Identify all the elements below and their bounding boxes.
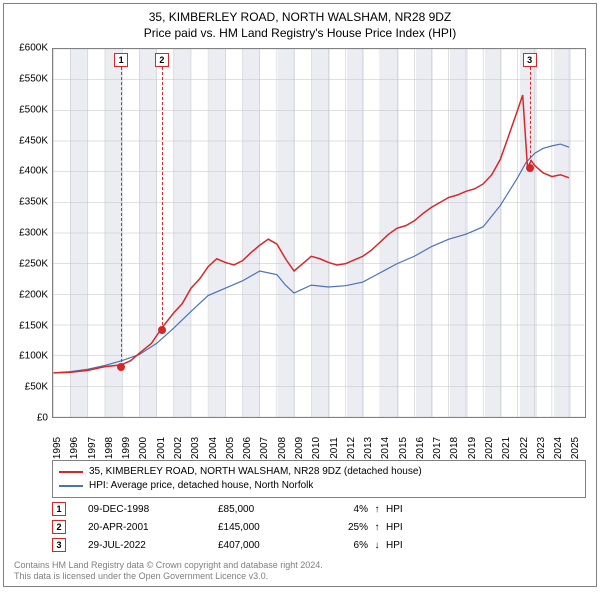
x-tick-label: 2008 bbox=[277, 437, 288, 459]
y-tick-label: £200K bbox=[19, 289, 48, 300]
sale-row-date: 29-JUL-2022 bbox=[88, 540, 218, 551]
x-tick-label: 1996 bbox=[69, 437, 80, 459]
x-tick-label: 2023 bbox=[536, 437, 547, 459]
y-tick-label: £50K bbox=[25, 382, 48, 393]
sale-row-pct: 4% bbox=[318, 504, 368, 515]
y-tick-label: £0 bbox=[37, 413, 48, 424]
sale-row-hpi-label: HPI bbox=[386, 540, 403, 551]
y-tick-label: £450K bbox=[19, 135, 48, 146]
x-tick-label: 2004 bbox=[208, 437, 219, 459]
plot-area: 1 2 3 bbox=[52, 48, 586, 418]
footer-line2: This data is licensed under the Open Gov… bbox=[14, 571, 323, 582]
sale-row-price: £145,000 bbox=[218, 522, 318, 533]
x-tick-label: 2019 bbox=[467, 437, 478, 459]
x-tick-label: 1998 bbox=[104, 437, 115, 459]
sales-table: 109-DEC-1998£85,0004%↑HPI220-APR-2001£14… bbox=[52, 500, 586, 554]
y-tick-label: £150K bbox=[19, 320, 48, 331]
chart-container: 35, KIMBERLEY ROAD, NORTH WALSHAM, NR28 … bbox=[3, 3, 597, 587]
x-tick-label: 2024 bbox=[553, 437, 564, 459]
x-tick-label: 2009 bbox=[294, 437, 305, 459]
y-tick-label: £100K bbox=[19, 351, 48, 362]
x-tick-label: 2001 bbox=[156, 437, 167, 459]
x-tick-label: 2011 bbox=[329, 437, 340, 459]
sale-row-num: 1 bbox=[52, 502, 66, 516]
sale-marker-line bbox=[162, 67, 163, 330]
x-tick-label: 2010 bbox=[311, 437, 322, 459]
data-lines bbox=[53, 49, 585, 417]
legend-row-hpi: HPI: Average price, detached house, Nort… bbox=[59, 479, 579, 493]
x-tick-label: 2021 bbox=[501, 437, 512, 459]
x-tick-label: 2007 bbox=[259, 437, 270, 459]
sale-row: 2 20-APR-2001£145,00025%↑HPI bbox=[52, 518, 586, 536]
footer-line1: Contains HM Land Registry data © Crown c… bbox=[14, 560, 323, 571]
legend-swatch-property bbox=[59, 471, 83, 473]
y-tick-label: £400K bbox=[19, 166, 48, 177]
title-block: 35, KIMBERLEY ROAD, NORTH WALSHAM, NR28 … bbox=[4, 4, 596, 42]
y-tick-label: £550K bbox=[19, 73, 48, 84]
sale-row-arrow-icon: ↑ bbox=[368, 504, 386, 515]
x-tick-label: 2018 bbox=[449, 437, 460, 459]
x-tick-label: 2020 bbox=[484, 437, 495, 459]
x-tick-label: 2012 bbox=[346, 437, 357, 459]
sale-row-hpi-label: HPI bbox=[386, 504, 403, 515]
footer: Contains HM Land Registry data © Crown c… bbox=[14, 560, 323, 582]
sale-row-num: 3 bbox=[52, 538, 66, 552]
legend-label-hpi: HPI: Average price, detached house, Nort… bbox=[89, 479, 313, 493]
legend-row-property: 35, KIMBERLEY ROAD, NORTH WALSHAM, NR28 … bbox=[59, 465, 579, 479]
sale-point-dot bbox=[117, 363, 125, 371]
x-tick-label: 1997 bbox=[87, 437, 98, 459]
y-tick-label: £300K bbox=[19, 228, 48, 239]
sale-marker-line bbox=[530, 67, 531, 168]
x-tick-label: 1995 bbox=[52, 437, 63, 459]
sale-row-arrow-icon: ↓ bbox=[368, 540, 386, 551]
sale-row: 1 09-DEC-1998£85,0004%↑HPI bbox=[52, 500, 586, 518]
y-axis: £0£50K£100K£150K£200K£250K£300K£350K£400… bbox=[4, 48, 50, 418]
x-tick-label: 2006 bbox=[242, 437, 253, 459]
sale-row-arrow-icon: ↑ bbox=[368, 522, 386, 533]
sale-row-hpi-label: HPI bbox=[386, 522, 403, 533]
x-tick-label: 2017 bbox=[432, 437, 443, 459]
chart-subtitle: Price paid vs. HM Land Registry's House … bbox=[4, 26, 596, 40]
sale-marker-line bbox=[121, 67, 122, 367]
x-tick-label: 2025 bbox=[570, 437, 581, 459]
sale-row-num: 2 bbox=[52, 520, 66, 534]
y-tick-label: £250K bbox=[19, 258, 48, 269]
sale-marker-box: 3 bbox=[523, 53, 537, 67]
x-tick-label: 2003 bbox=[190, 437, 201, 459]
sale-marker-box: 2 bbox=[155, 53, 169, 67]
sale-row: 3 29-JUL-2022£407,0006%↓HPI bbox=[52, 536, 586, 554]
y-tick-label: £500K bbox=[19, 104, 48, 115]
sale-row-price: £407,000 bbox=[218, 540, 318, 551]
sale-point-dot bbox=[526, 164, 534, 172]
sale-row-pct: 25% bbox=[318, 522, 368, 533]
legend-swatch-hpi bbox=[59, 485, 83, 487]
y-tick-label: £600K bbox=[19, 43, 48, 54]
legend-label-property: 35, KIMBERLEY ROAD, NORTH WALSHAM, NR28 … bbox=[89, 465, 422, 479]
x-tick-label: 2022 bbox=[519, 437, 530, 459]
legend: 35, KIMBERLEY ROAD, NORTH WALSHAM, NR28 … bbox=[52, 460, 586, 498]
sale-row-pct: 6% bbox=[318, 540, 368, 551]
y-tick-label: £350K bbox=[19, 197, 48, 208]
chart-title-address: 35, KIMBERLEY ROAD, NORTH WALSHAM, NR28 … bbox=[4, 10, 596, 24]
sale-point-dot bbox=[158, 326, 166, 334]
x-axis: 1995 1996 1997 1998 1999 2000 2001 2002 2003 2004… bbox=[52, 420, 586, 460]
x-tick-label: 2016 bbox=[415, 437, 426, 459]
x-tick-label: 1999 bbox=[121, 437, 132, 459]
sale-row-date: 09-DEC-1998 bbox=[88, 504, 218, 515]
sale-marker-box: 1 bbox=[114, 53, 128, 67]
x-tick-label: 2005 bbox=[225, 437, 236, 459]
x-tick-label: 2013 bbox=[363, 437, 374, 459]
sale-row-price: £85,000 bbox=[218, 504, 318, 515]
x-tick-label: 2015 bbox=[398, 437, 409, 459]
x-tick-label: 2002 bbox=[173, 437, 184, 459]
x-tick-label: 2014 bbox=[380, 437, 391, 459]
x-tick-label: 2000 bbox=[138, 437, 149, 459]
sale-row-date: 20-APR-2001 bbox=[88, 522, 218, 533]
